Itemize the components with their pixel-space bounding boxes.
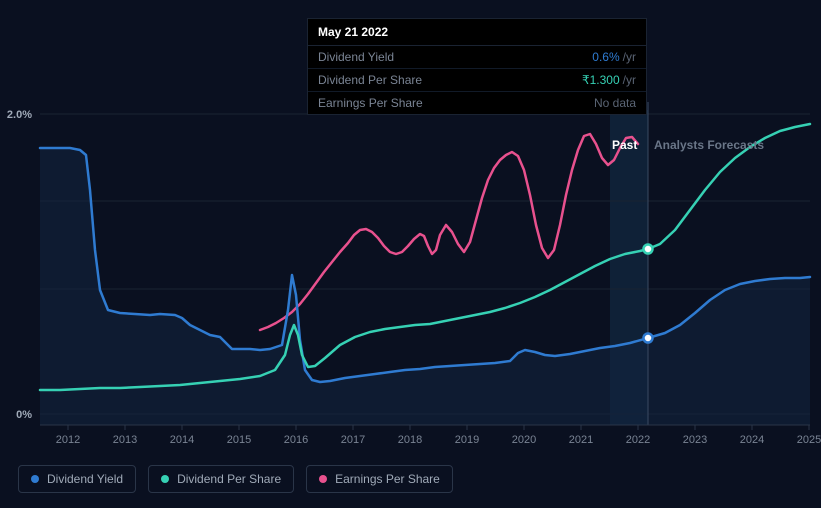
past-region-label: Past: [612, 138, 637, 152]
dividend-per-share-marker: [644, 245, 653, 254]
tooltip-row: Earnings Per Share No data: [308, 92, 646, 114]
x-tick-label: 2019: [455, 434, 479, 446]
x-tick-label: 2025: [797, 434, 821, 446]
tooltip-row-value-wrap: ₹1.300/yr: [582, 73, 636, 87]
tooltip-row-value-wrap: 0.6% /yr: [592, 50, 636, 64]
legend-item-earnings-per-share[interactable]: Earnings Per Share: [306, 465, 453, 493]
chart-tooltip: May 21 2022 Dividend Yield0.6%/yrDividen…: [307, 18, 647, 115]
x-tick-label: 2018: [398, 434, 422, 446]
tooltip-row-value-wrap: No data: [594, 96, 636, 110]
legend-label: Dividend Yield: [47, 472, 123, 486]
x-tick-label: 2015: [227, 434, 251, 446]
tooltip-row: Dividend Per Share ₹1.300/yr: [308, 69, 646, 92]
legend-group: Dividend Yield Dividend Per Share Earnings…: [18, 465, 453, 493]
tooltip-row-label: Earnings Per Share: [318, 96, 423, 110]
forecast-region-label: Analysts Forecasts: [654, 138, 764, 152]
x-tick-label: 2014: [170, 434, 194, 446]
tooltip-row-value: 0.6%: [592, 50, 619, 64]
tooltip-row: Dividend Yield 0.6% /yr: [308, 46, 646, 69]
x-tick-label: 2017: [341, 434, 365, 446]
earnings-per-share-line: [260, 134, 638, 330]
dividend-yield-area: [40, 148, 810, 425]
legend-item-dividend-per-share[interactable]: Dividend Per Share: [148, 465, 294, 493]
dividend-chart: 2012 2013 2014 2015 2016 2017 2018 2019 2020 2021…: [0, 0, 821, 508]
tooltip-row-label: Dividend Per Share: [318, 73, 422, 87]
x-tick-label: 2016: [284, 434, 308, 446]
legend-label: Dividend Per Share: [177, 472, 281, 486]
x-tick-label: 2013: [113, 434, 137, 446]
y-tick-label: 2.0%: [7, 109, 32, 121]
legend-label: Earnings Per Share: [335, 472, 440, 486]
tooltip-row-suffix: /yr: [623, 73, 636, 87]
x-tick-label: 2024: [740, 434, 764, 446]
legend-item-dividend-yield[interactable]: Dividend Yield: [18, 465, 136, 493]
legend-dot-icon: [31, 475, 39, 483]
x-tick-label: 2023: [683, 434, 707, 446]
tooltip-date: May 21 2022: [308, 19, 646, 46]
y-tick-label: 0%: [16, 409, 32, 421]
x-tick-label: 2022: [626, 434, 650, 446]
dividend-yield-marker: [644, 334, 653, 343]
tooltip-row-suffix: /yr: [623, 50, 636, 64]
legend-dot-icon: [161, 475, 169, 483]
x-tick-label: 2020: [512, 434, 536, 446]
tooltip-row-value: No data: [594, 96, 636, 110]
legend-dot-icon: [319, 475, 327, 483]
tooltip-row-label: Dividend Yield: [318, 50, 394, 64]
x-tick-label: 2021: [569, 434, 593, 446]
tooltip-rows: Dividend Yield 0.6% /yr Dividend Per Share ₹…: [308, 46, 646, 114]
tooltip-row-value: ₹1.300: [582, 73, 620, 87]
x-tick-label: 2012: [56, 434, 80, 446]
